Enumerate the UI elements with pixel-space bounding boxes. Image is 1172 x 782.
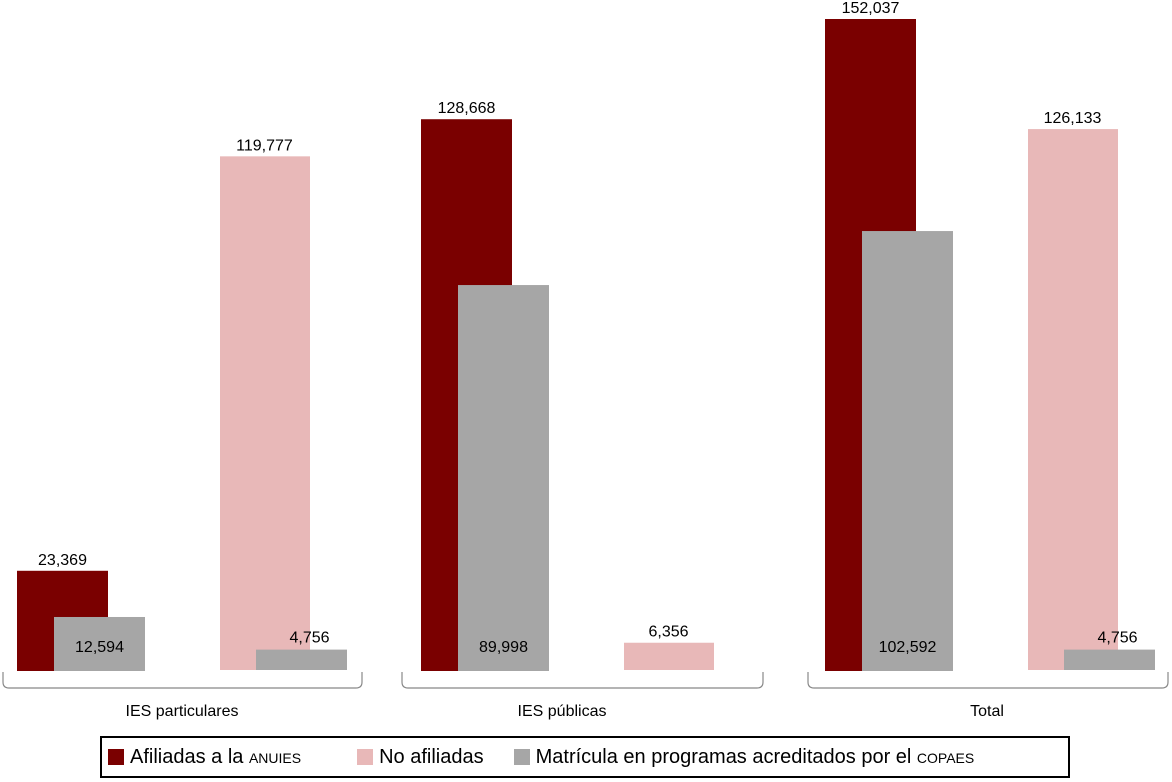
- group-brace-1: [401, 672, 764, 689]
- group-brace-0: [2, 672, 363, 689]
- legend-label-afiliadas: Afiliadas a la ANUIES: [130, 745, 302, 768]
- legend-item-acreditados: Matrícula en programas acreditados por e…: [513, 745, 975, 769]
- label-no-afiliadas-1: 6,356: [648, 624, 688, 641]
- legend-label-acreditados: Matrícula en programas acreditados por e…: [535, 745, 975, 768]
- label-acreditados-no-afiliadas-0: 4,756: [289, 630, 329, 647]
- bar-no-afiliadas-2: [1028, 129, 1118, 671]
- legend-swatch-no-afiliadas: [357, 749, 374, 765]
- label-acreditados-afiliadas-2: 102,592: [879, 639, 937, 656]
- legend-swatch-afiliadas: [108, 749, 124, 765]
- bar-acreditados-afiliadas-0: [54, 616, 145, 671]
- bar-acreditados-no-afiliadas-2: [1064, 649, 1155, 670]
- bar-no-afiliadas-0: [220, 156, 310, 671]
- group-label-0: IES particulares: [126, 703, 239, 720]
- label-acreditados-afiliadas-0: 12,594: [75, 639, 124, 656]
- legend-swatch-acreditados: [513, 749, 530, 765]
- label-afiliadas-0: 23,369: [38, 552, 87, 569]
- legend: Afiliadas a la ANUIES No afiliadas Matrí…: [100, 736, 1070, 778]
- bar-acreditados-afiliadas-1: [458, 285, 549, 671]
- chart-marks: 23,369 12,594 119,777 4,756 IES particulares…: [2, 0, 1169, 720]
- label-no-afiliadas-0: 119,777: [236, 137, 293, 154]
- group-label-2: Total: [970, 703, 1004, 720]
- label-afiliadas-2: 152,037: [842, 0, 900, 17]
- group-brace-2: [807, 672, 1169, 689]
- group-label-1: IES públicas: [518, 703, 607, 720]
- legend-item-no-afiliadas: No afiliadas: [357, 746, 484, 769]
- bar-acreditados-afiliadas-2: [862, 231, 953, 671]
- label-acreditados-afiliadas-1: 89,998: [479, 639, 528, 656]
- label-no-afiliadas-2: 126,133: [1044, 110, 1102, 127]
- legend-label-no-afiliadas: No afiliadas: [379, 745, 484, 768]
- label-acreditados-no-afiliadas-2: 4,756: [1097, 630, 1137, 647]
- bar-acreditados-no-afiliadas-0: [256, 649, 347, 670]
- legend-item-afiliadas: Afiliadas a la ANUIES: [108, 746, 301, 769]
- bar-no-afiliadas-1: [624, 642, 714, 670]
- chart: 23,369 12,594 119,777 4,756 IES particulares…: [2, 0, 1169, 720]
- label-afiliadas-1: 128,668: [438, 100, 496, 117]
